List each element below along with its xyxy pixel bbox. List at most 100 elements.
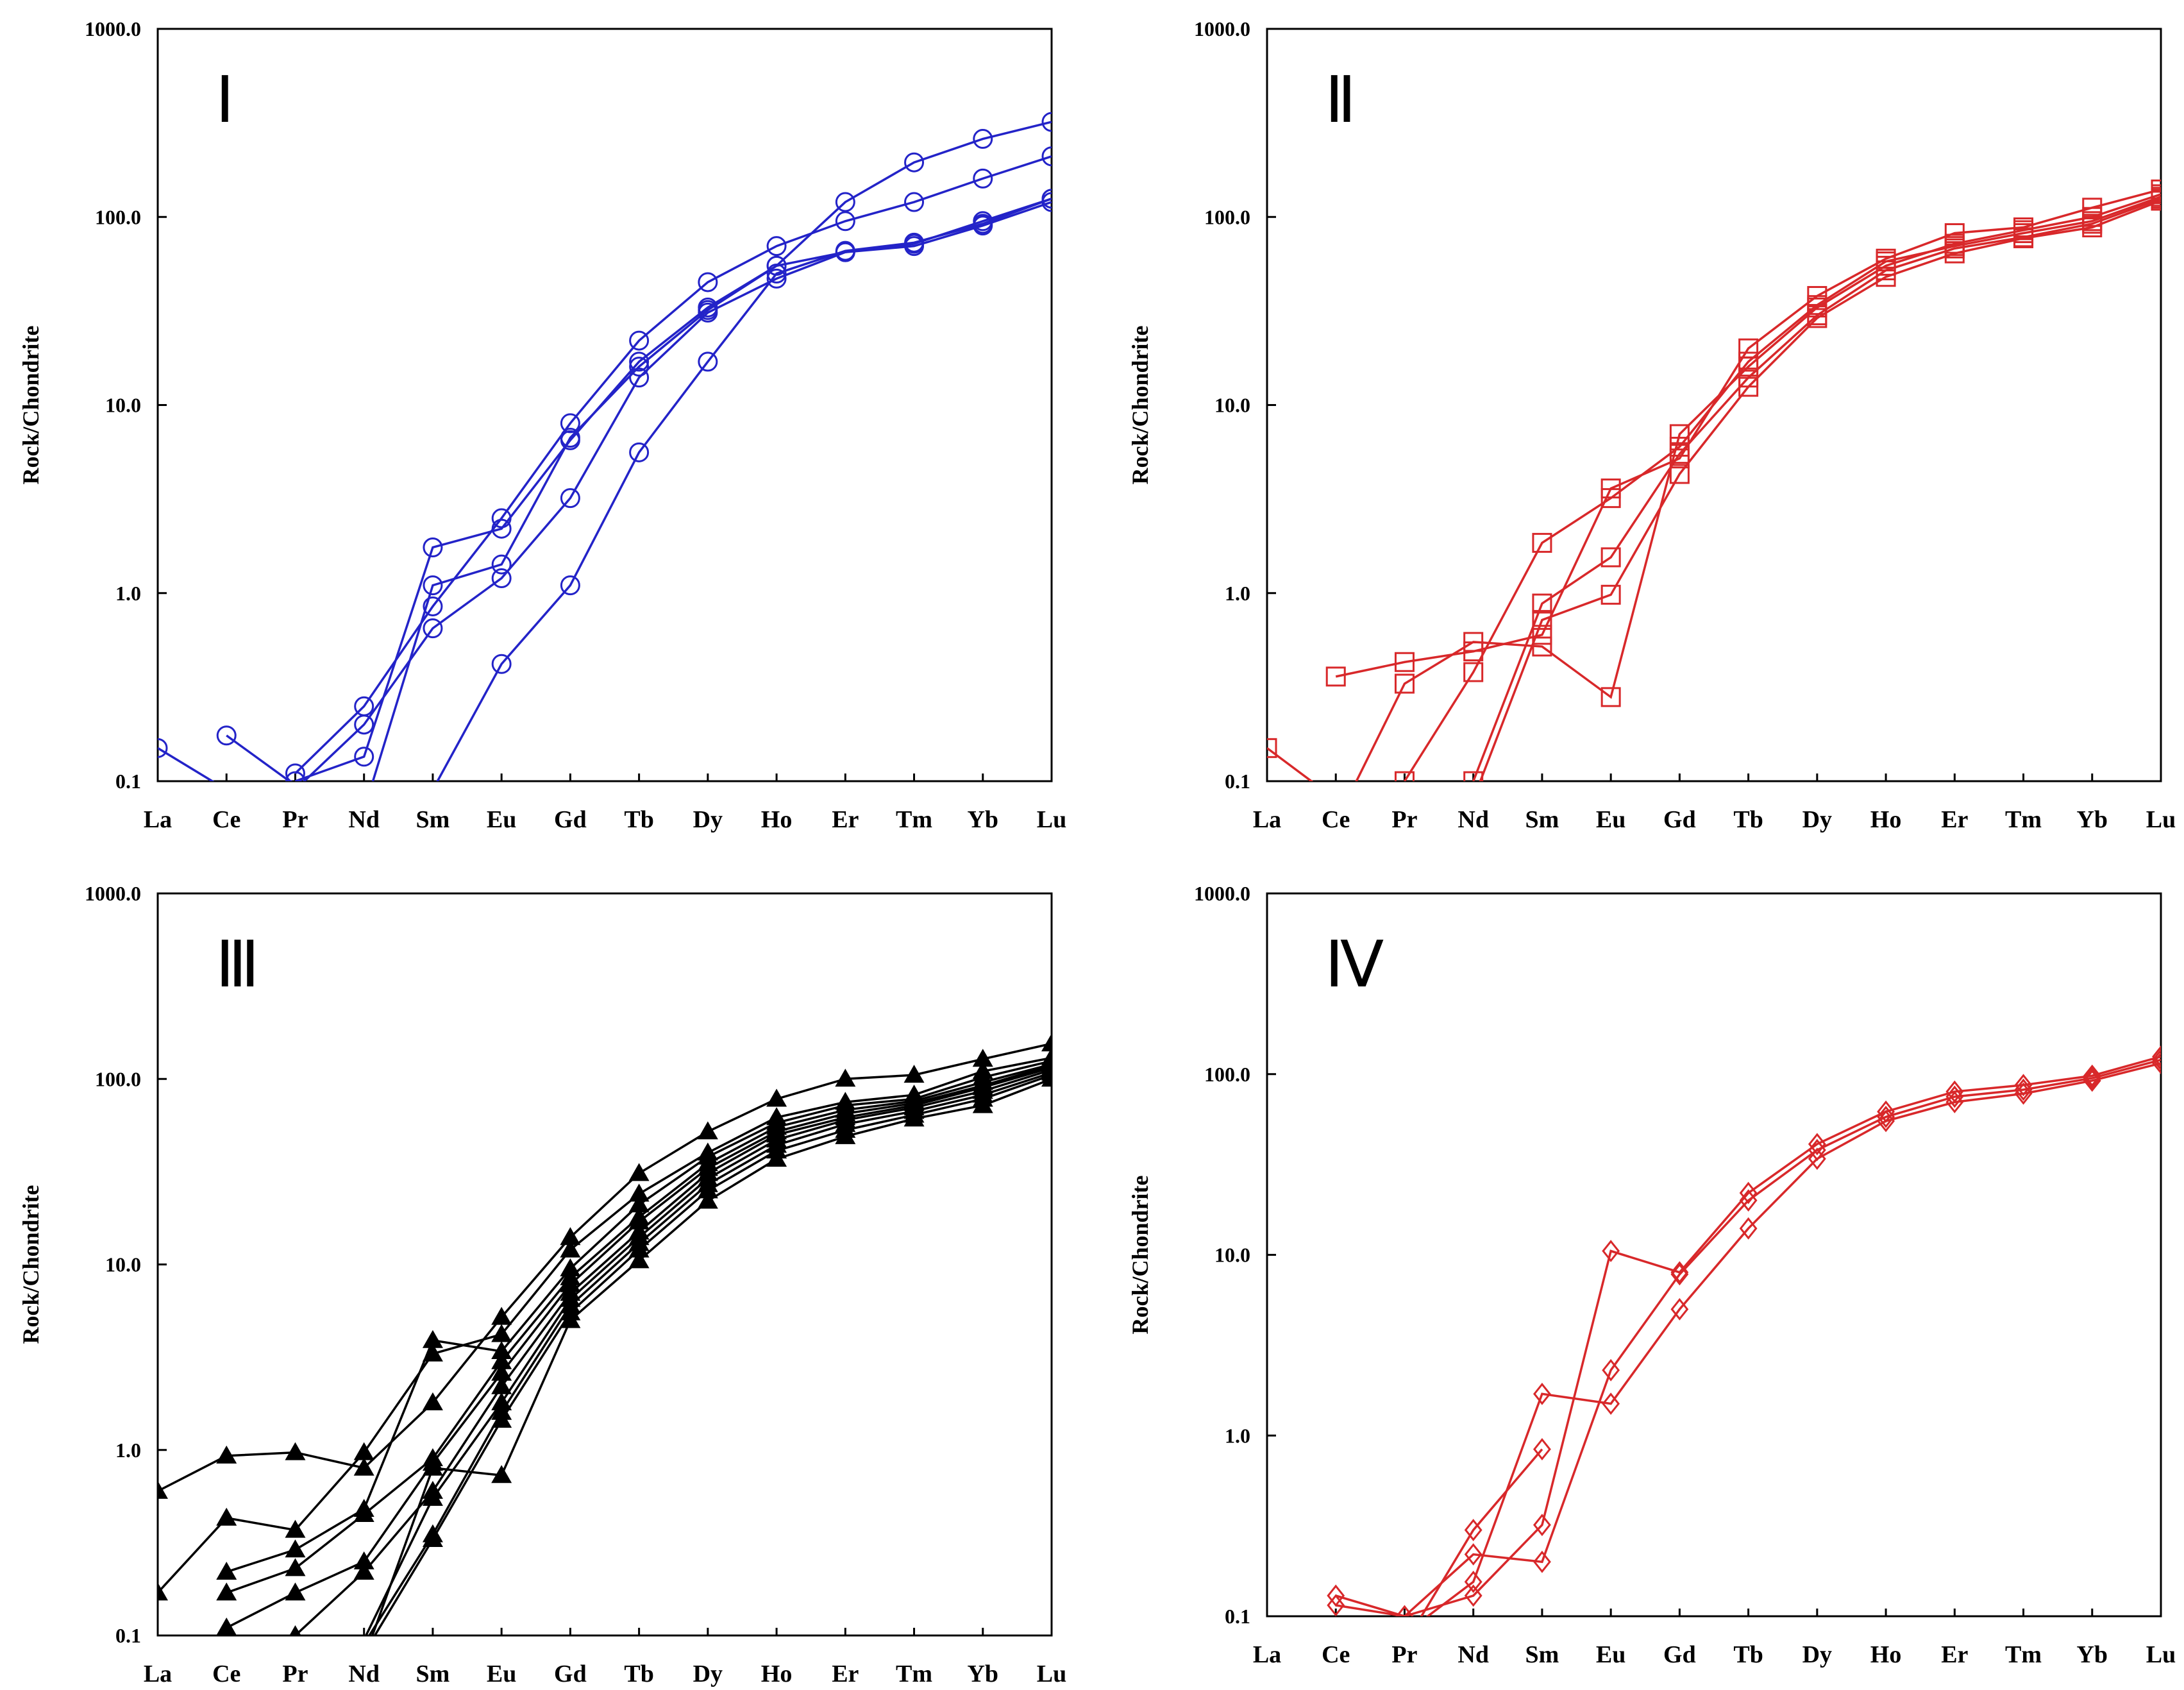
data-point [560,1310,581,1328]
x-tick-label: Sm [416,1660,450,1687]
plot-frame [156,28,1053,782]
data-point [1533,1438,1551,1460]
data-point [1041,189,1052,209]
x-tick-label: Pr [282,806,308,833]
data-point [1945,1090,1964,1113]
x-tick-label: Ho [1870,806,1902,833]
x-tick-label: Gd [554,1660,587,1687]
data-point [285,763,305,781]
data-point [1394,652,1415,672]
data-point [1041,1033,1052,1052]
data-point [835,1069,856,1087]
data-point [2152,1045,2161,1068]
data-point [1532,532,1552,553]
data-point [972,1049,993,1067]
y-axis-label: Rock/Chondrite [1127,1175,1153,1334]
data-point [216,1561,237,1580]
data-point [697,1121,718,1140]
data-point [628,1183,650,1202]
series-line [364,1069,1052,1635]
data-point [973,168,993,189]
chart-panel-2: 1000.0 100.0 10.0 1.0 0.1La Ce Pr Nd Sm Eu Gd Tb Dy H… [1127,17,2176,833]
data-point [903,1065,925,1083]
data-point [422,1529,443,1548]
x-tick-label: Yb [967,806,998,833]
data-point [289,1625,301,1635]
x-tick-label: Pr [282,1660,308,1687]
data-point [835,1126,856,1144]
y-tick-label: 0.1 [1225,1605,1250,1628]
data-point [353,1504,374,1523]
data-point [423,596,443,616]
x-tick-label: Ce [212,1660,240,1687]
series-line [294,121,1052,781]
data-point [1738,351,1759,372]
data-point [1395,1605,1414,1616]
data-point [1532,610,1552,630]
x-tick-label: Eu [1596,1641,1625,1668]
x-tick-label: Nd [1457,1641,1489,1668]
data-point [1807,308,1827,328]
series-line [1335,1055,2161,1616]
data-point [423,537,443,557]
data-point [353,1561,374,1580]
x-tick-label: La [1253,806,1281,833]
data-point [1464,1570,1483,1593]
data-point [1463,771,1484,781]
chart-panel-4: 1000.0 100.0 10.0 1.0 0.1La Ce Pr Nd Sm Eu Gd Tb Dy H… [1127,882,2176,1668]
y-tick-label: 0.1 [1225,770,1250,793]
data-point [1464,1519,1483,1541]
x-tick-label: Pr [1391,806,1417,833]
y-tick-label: 1000.0 [85,17,141,40]
series-line [1267,747,1314,781]
series-line [226,734,292,781]
data-point [628,1250,650,1269]
y-axis-label: Rock/Chondrite [1127,325,1153,484]
data-point [904,152,925,173]
y-tick-label: 1.0 [115,1439,141,1462]
data-point [1876,267,1896,287]
data-point [904,232,925,253]
series-line [158,1056,1052,1594]
data-point [491,1410,512,1428]
panel-title: Ⅱ [1325,62,1356,137]
x-tick-label: Gd [1663,806,1696,833]
data-point [1877,1106,1895,1128]
x-tick-label: Tm [896,806,932,833]
x-tick-label: Er [1941,1641,1968,1668]
x-tick-label: Ho [1870,1641,1902,1668]
x-tick-label: Er [832,806,859,833]
y-tick-label: 1.0 [115,582,141,605]
x-tick-label: Dy [1802,806,1832,833]
data-point [2014,1078,2033,1101]
data-point [1602,1392,1620,1415]
data-point [1533,1514,1551,1537]
data-point [1602,1358,1620,1382]
data-point [1600,547,1621,568]
x-tick-label: Tb [1733,1641,1763,1668]
series-line [158,747,215,781]
y-axis-label: Rock/Chondrite [18,325,44,484]
y-tick-label: 0.1 [115,1624,141,1647]
data-point [629,357,650,377]
data-point [285,1442,306,1460]
x-tick-label: Ce [1322,806,1350,833]
x-tick-label: Sm [1525,1641,1559,1668]
y-tick-label: 1000.0 [1194,17,1250,40]
data-point [697,1190,718,1209]
series-line [1420,1448,1543,1616]
series-line [1335,1058,2161,1616]
data-point [628,1163,650,1181]
data-point [766,264,787,284]
y-tick-label: 10.0 [1214,394,1250,417]
data-point [1877,1110,1895,1133]
data-point [1670,1263,1689,1286]
series-line [158,1042,1052,1492]
x-tick-label: Lu [1037,1660,1066,1687]
data-point [1600,488,1621,509]
data-point [1464,1543,1483,1566]
data-point [158,1582,168,1601]
series-line [436,198,1052,781]
data-point [422,1330,443,1348]
x-tick-label: La [144,806,172,833]
